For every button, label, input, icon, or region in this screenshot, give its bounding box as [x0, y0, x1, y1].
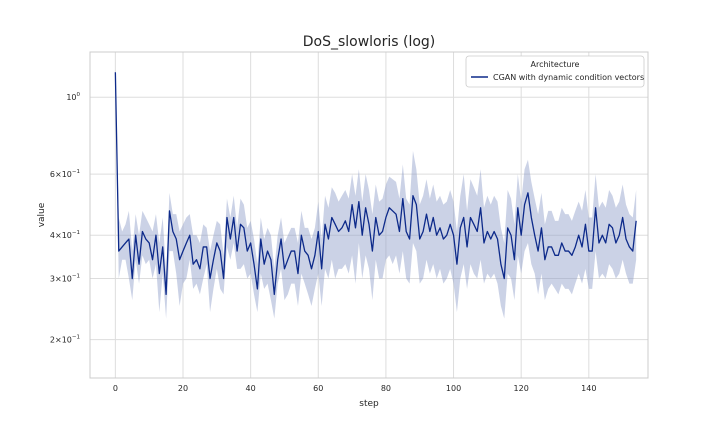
- x-tick-label: 120: [514, 384, 529, 393]
- x-tick-label: 80: [381, 384, 391, 393]
- legend: Architecture CGAN with dynamic condition…: [465, 55, 645, 88]
- x-axis-label: step: [359, 399, 379, 409]
- x-tick-labels: 0 20 40 60 80 100 120 140: [113, 384, 597, 393]
- x-tick-label: 100: [446, 384, 461, 393]
- legend-title: Architecture: [531, 60, 580, 69]
- y-axis-label: value: [37, 202, 47, 227]
- y-tick-labels: 2×10−1 3×10−1 4×10−1 6×10−1 100: [50, 92, 81, 344]
- series-lines: [114, 72, 637, 296]
- plot-frame: [89, 51, 649, 379]
- x-tick-label: 60: [313, 384, 323, 393]
- y-tick-label: 2×10−1: [50, 335, 80, 345]
- x-tick-label: 20: [178, 384, 188, 393]
- series-line: [114, 72, 637, 296]
- x-gridlines: [114, 52, 590, 378]
- legend-entry-label: CGAN with dynamic condition vectors: [493, 73, 644, 82]
- y-gridlines: [90, 96, 648, 341]
- x-tick-label: 40: [246, 384, 256, 393]
- x-tick-label: 0: [113, 384, 118, 393]
- y-tick-label: 100: [66, 92, 80, 102]
- chart-title: DoS_slowloris (log): [303, 34, 436, 50]
- legend-box: [465, 55, 645, 88]
- x-tick-label: 140: [581, 384, 596, 393]
- y-tick-label: 6×10−1: [50, 169, 80, 179]
- y-tick-label: 4×10−1: [50, 230, 80, 240]
- y-tick-label: 3×10−1: [50, 274, 80, 284]
